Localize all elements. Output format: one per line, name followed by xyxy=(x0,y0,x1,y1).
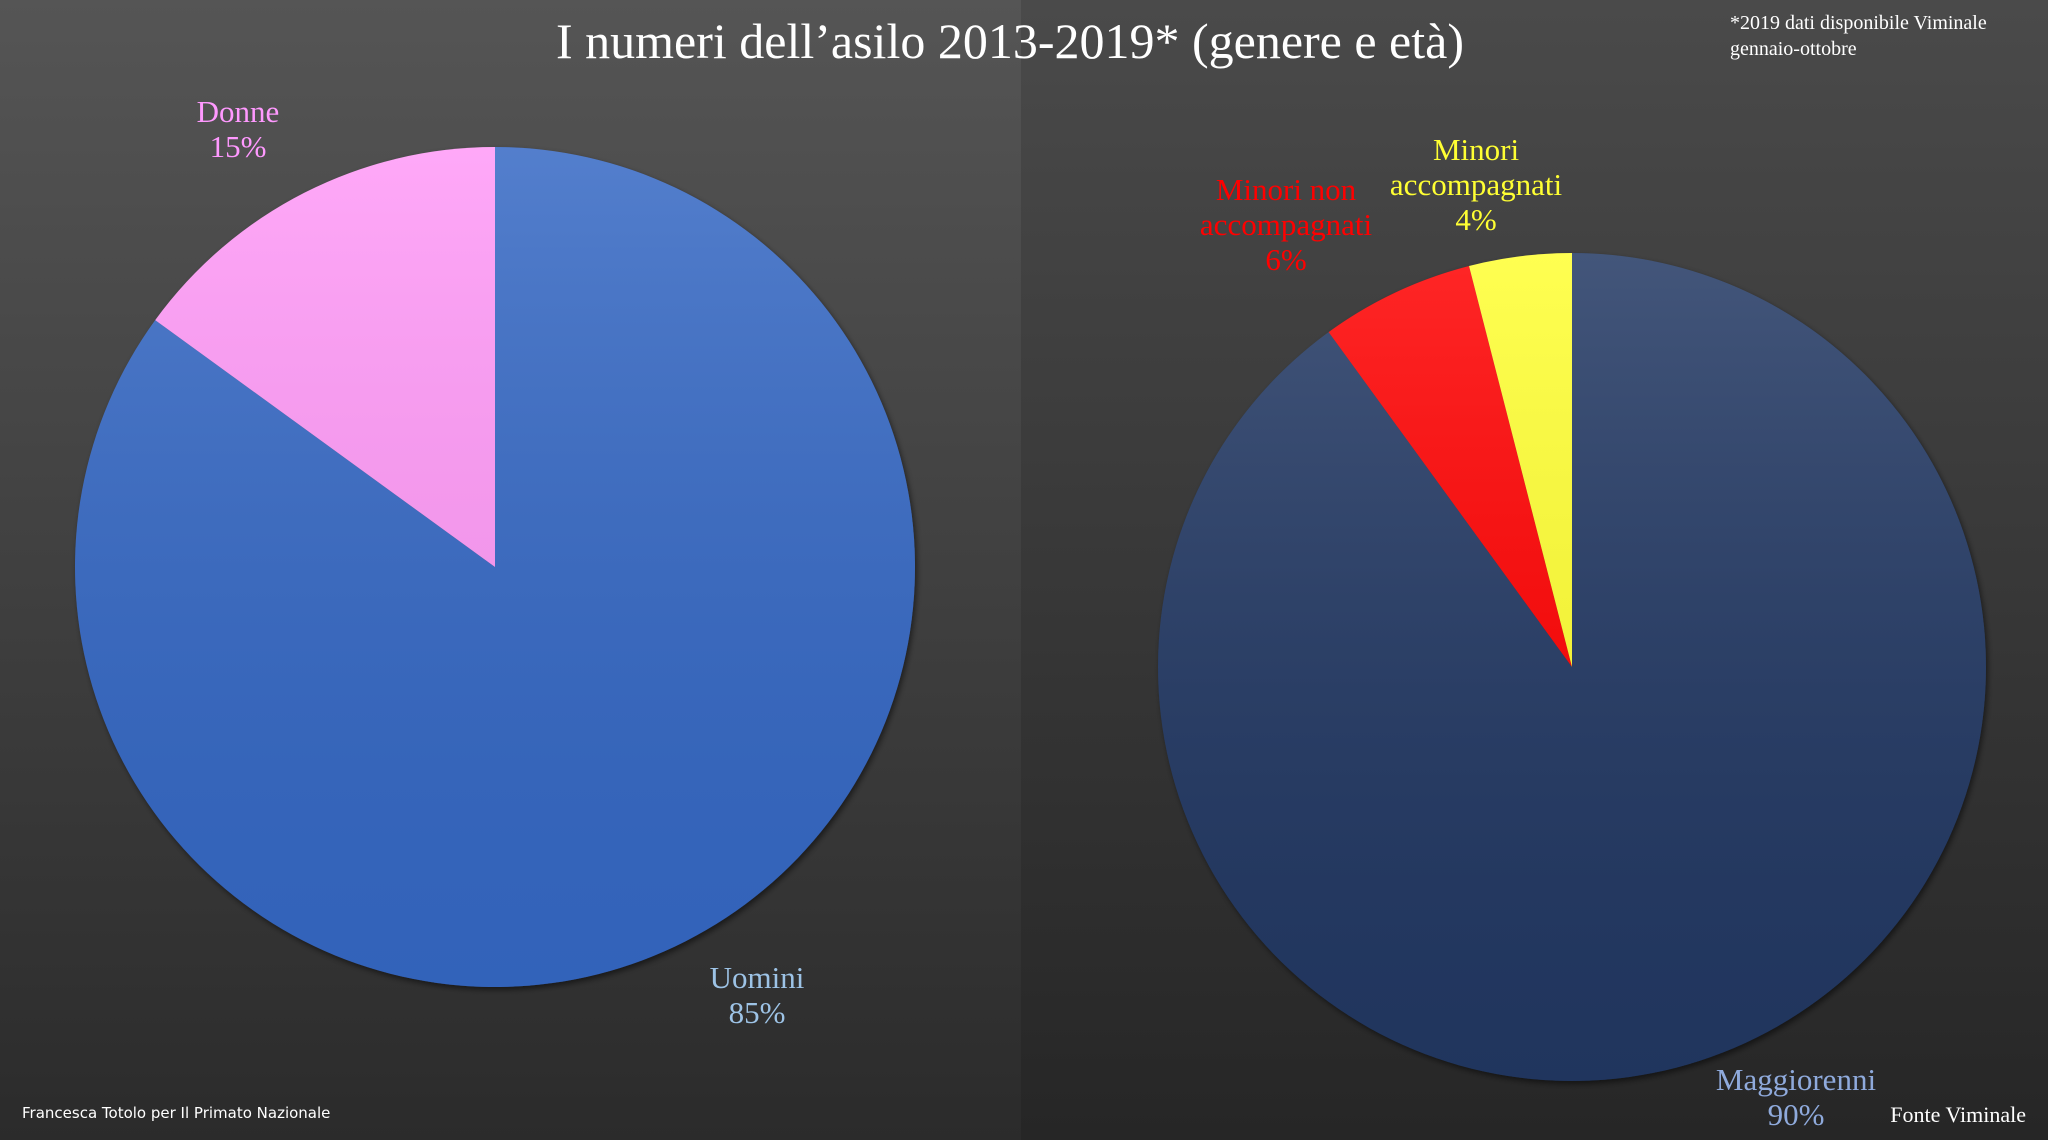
slice-label: Uomini 85% xyxy=(647,960,867,1030)
value-label: 4% xyxy=(1455,202,1497,237)
source: Fonte Viminale xyxy=(1890,1102,2026,1127)
pie xyxy=(74,147,915,987)
category-label: Minori accompagnati xyxy=(1389,132,1563,202)
slice-label: Maggiorenni 90% xyxy=(1676,1062,1916,1132)
credit: Francesca Totolo per Il Primato Nazional… xyxy=(22,1104,331,1122)
note: *2019 dati disponibile Viminale gennaio-… xyxy=(1730,12,1987,60)
category-label: Donne xyxy=(196,94,280,129)
category-label: Uomini xyxy=(709,960,805,995)
pie xyxy=(1157,253,1986,1081)
value-label: 15% xyxy=(209,129,267,164)
value-label: 90% xyxy=(1767,1097,1825,1132)
category-label: Maggiorenni xyxy=(1715,1062,1877,1097)
slice-label: Minori accompagnati 4% xyxy=(1381,132,1571,237)
value-label: 6% xyxy=(1265,242,1307,277)
slice-label: Donne 15% xyxy=(138,94,338,164)
value-label: 85% xyxy=(728,995,786,1030)
slice-label: Minori non accompagnati 6% xyxy=(1191,172,1381,277)
category-label: Minori non accompagnati xyxy=(1199,172,1373,242)
title: I numeri dell’asilo 2013-2019* (genere e… xyxy=(556,13,1464,69)
